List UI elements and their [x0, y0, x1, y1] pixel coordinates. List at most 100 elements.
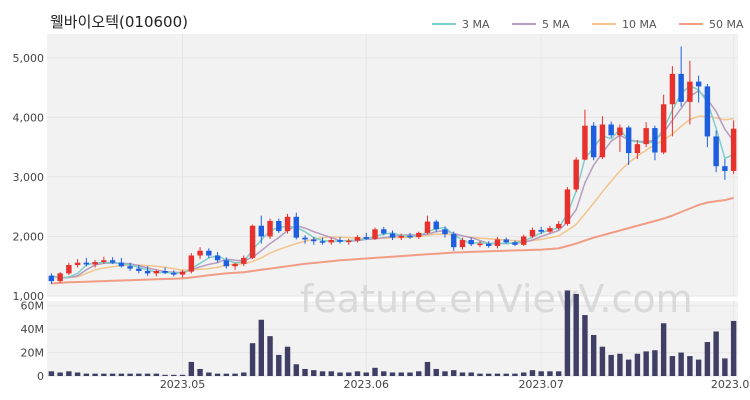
- candle-body: [424, 221, 431, 233]
- candle-body: [494, 239, 501, 246]
- volume-bar: [398, 372, 404, 376]
- volume-bar: [424, 361, 431, 376]
- volume-bar: [477, 373, 483, 376]
- candle-body: [538, 229, 544, 232]
- candle-body: [284, 216, 291, 232]
- candle-body: [643, 128, 649, 145]
- volume-bar: [617, 353, 623, 376]
- volume-panel: [47, 301, 738, 376]
- volume-bar: [652, 350, 658, 376]
- volume-bar: [258, 319, 265, 376]
- volume-bar: [153, 373, 160, 376]
- volume-bar: [302, 368, 308, 376]
- candle-body: [66, 265, 72, 274]
- legend-label: 50 MA: [709, 18, 744, 31]
- volume-bar: [433, 368, 439, 376]
- volume-bar: [389, 372, 396, 376]
- candle-body: [144, 270, 151, 274]
- volume-bar: [363, 372, 369, 376]
- candle-body: [153, 270, 160, 274]
- candle-body: [573, 159, 579, 190]
- candle-body: [83, 262, 90, 265]
- candle-body: [179, 271, 186, 275]
- volume-bar: [704, 342, 711, 376]
- candle-body: [372, 229, 378, 239]
- candle-body: [354, 237, 361, 241]
- date-axis: 2023.05 2023.06 2023.07 2023.08: [160, 378, 750, 391]
- volume-bars: [48, 290, 737, 376]
- candle-body: [74, 262, 81, 266]
- volume-axis: 0 20M 40M 60M: [21, 300, 45, 383]
- volume-bar: [512, 373, 518, 376]
- volume-bar: [223, 373, 230, 376]
- volume-bar: [249, 343, 256, 376]
- candle-body: [136, 268, 142, 271]
- volume-bar: [66, 371, 72, 376]
- volume-bar: [713, 331, 719, 376]
- volume-bar: [494, 373, 501, 376]
- volume-bar: [486, 373, 492, 376]
- candle-body: [590, 125, 597, 158]
- candle-body: [101, 260, 107, 263]
- volume-bar: [57, 372, 63, 376]
- candle-body: [241, 257, 247, 264]
- volume-bar: [372, 367, 378, 376]
- chart-title: 웰바이오텍(010600): [50, 13, 188, 31]
- volume-bar: [337, 372, 343, 376]
- candle-body: [625, 127, 632, 154]
- candle-body: [477, 243, 483, 246]
- volume-bar: [136, 373, 142, 376]
- candlesticks: [48, 46, 737, 285]
- price-tick-label: 1,000: [13, 290, 45, 303]
- volume-bar: [730, 320, 737, 376]
- candle-body: [381, 229, 387, 234]
- volume-bar: [188, 361, 195, 376]
- volume-bar: [311, 370, 317, 376]
- volume-bar: [687, 356, 693, 376]
- candle-body: [599, 124, 606, 158]
- candle-body: [92, 262, 98, 265]
- volume-tick-label: 20M: [21, 347, 45, 360]
- candle-body: [293, 216, 299, 238]
- volume-bar: [232, 373, 238, 376]
- volume-bar: [625, 359, 632, 376]
- price-tick-label: 5,000: [13, 52, 45, 65]
- volume-bar: [416, 371, 422, 376]
- price-tick-label: 2,000: [13, 230, 45, 243]
- candle-body: [442, 229, 448, 235]
- volume-bar: [529, 370, 536, 376]
- volume-bar: [346, 372, 352, 376]
- volume-bar: [555, 371, 562, 376]
- candle-body: [162, 270, 168, 273]
- candle-body: [267, 220, 273, 237]
- volume-bar: [442, 371, 448, 376]
- candle-body: [302, 237, 308, 240]
- volume-bar: [83, 373, 90, 376]
- candle-body: [416, 232, 422, 238]
- volume-bar: [109, 373, 116, 376]
- candle-body: [214, 255, 221, 261]
- volume-bar: [48, 371, 55, 376]
- volume-bar: [276, 354, 282, 376]
- volume-tick-label: 40M: [21, 323, 45, 336]
- volume-bar: [451, 370, 457, 376]
- volume-bar: [381, 371, 387, 376]
- candle-body: [407, 235, 413, 238]
- volume-bar: [241, 372, 247, 376]
- volume-tick-label: 0: [37, 370, 44, 383]
- volume-bar: [407, 372, 413, 376]
- candle-body: [206, 250, 212, 256]
- candle-body: [171, 272, 177, 275]
- candle-body: [468, 240, 474, 245]
- volume-bar: [144, 373, 151, 376]
- candle-body: [433, 221, 439, 230]
- candle-body: [704, 86, 711, 137]
- date-tick-label: 2023.08: [711, 378, 750, 391]
- candle-body: [617, 127, 623, 136]
- watermark: feature.enVievV.com: [300, 277, 693, 321]
- volume-bar: [538, 371, 544, 376]
- volume-bar: [92, 373, 98, 376]
- volume-bar: [660, 323, 667, 376]
- candle-body: [660, 104, 667, 153]
